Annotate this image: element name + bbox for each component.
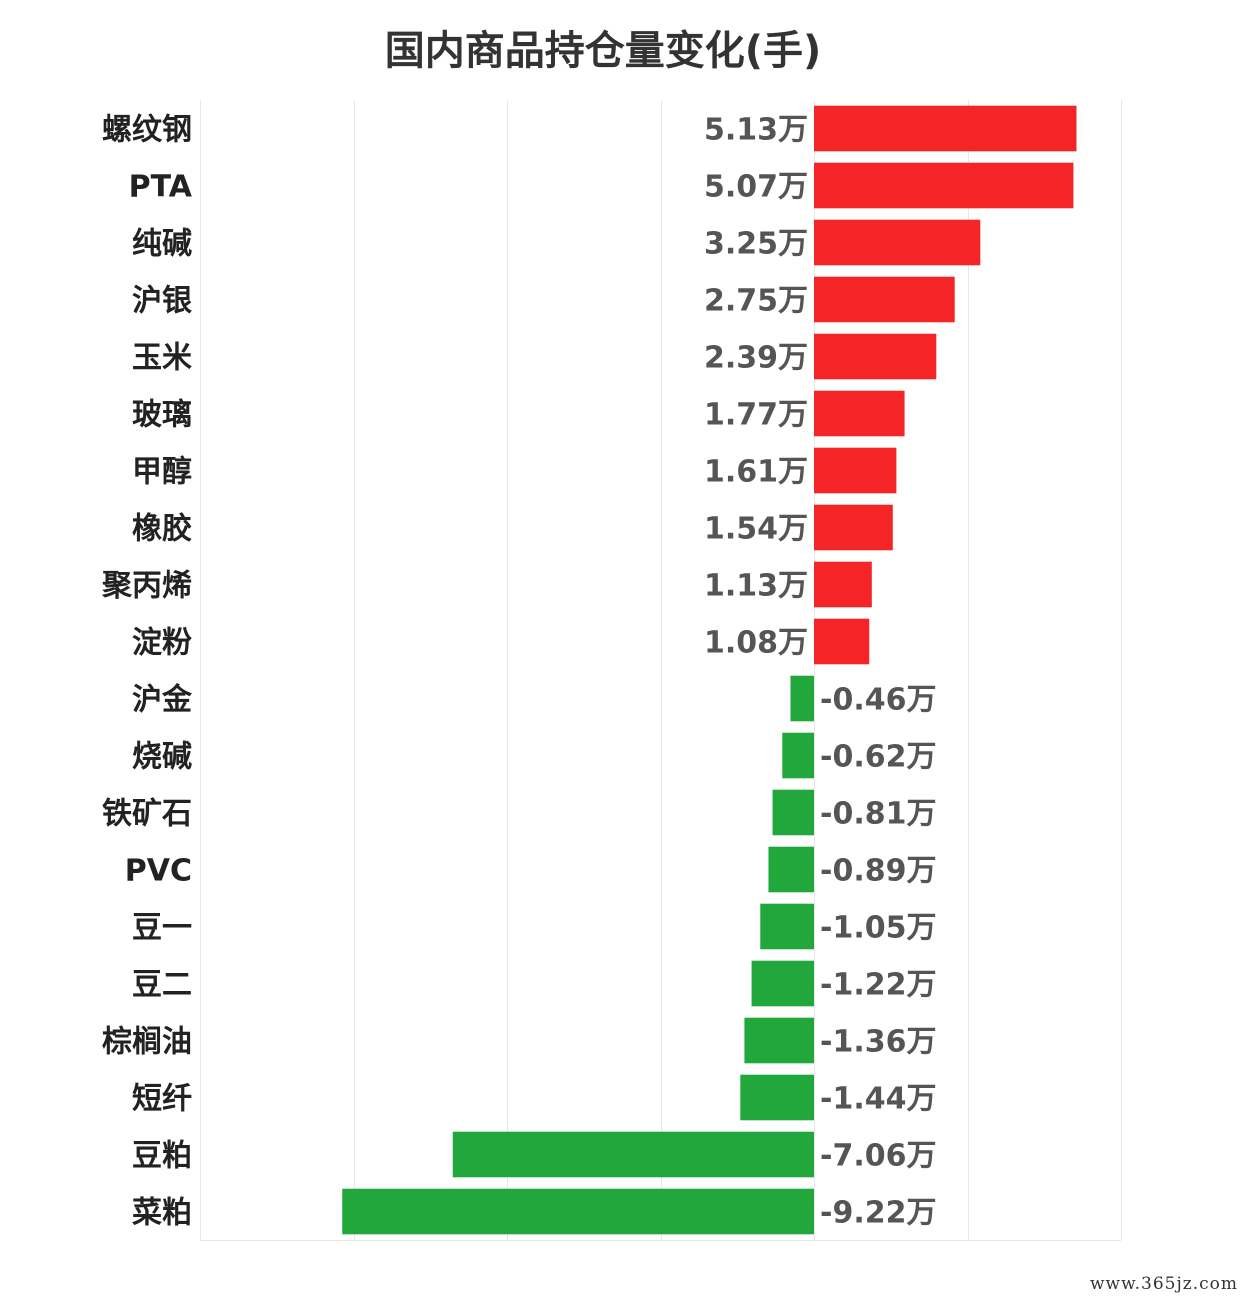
bar [790,675,814,722]
bar [760,903,814,950]
value-label: -9.22万 [820,1196,936,1231]
value-label: -0.46万 [820,683,936,718]
category-label: 铁矿石 [102,797,192,832]
value-label: 3.25万 [704,227,808,262]
category-label: 菜粕 [132,1196,192,1231]
value-label: 5.07万 [704,170,808,205]
bar [751,960,814,1007]
category-label: 甲醇 [132,455,192,490]
value-label: -1.44万 [820,1082,936,1117]
category-label: 短纤 [132,1082,192,1117]
bar [740,1074,814,1121]
category-label: 玉米 [132,341,192,376]
bar [814,219,981,266]
chart-title: 国内商品持仓量变化(手) [384,28,822,74]
bar [814,561,872,608]
value-label: -1.22万 [820,968,936,1003]
category-label: 沪银 [132,284,192,319]
value-label: 1.77万 [704,398,808,433]
value-label: 1.13万 [704,569,808,604]
value-label: -7.06万 [820,1139,936,1174]
bar [342,1188,814,1235]
bar [814,276,955,323]
value-label: 5.13万 [704,113,808,148]
category-label: 聚丙烯 [101,569,192,604]
bar [814,162,1074,209]
category-label: 豆二 [132,968,192,1003]
bar [782,732,814,779]
bar [814,618,870,665]
value-label: 1.08万 [704,626,808,661]
category-label: 玻璃 [132,398,192,433]
bar [814,390,905,437]
watermark: www.365jz.com [1090,1274,1238,1294]
bar [814,447,897,494]
value-label: -0.81万 [820,797,936,832]
category-label: 淀粉 [132,626,192,661]
value-label: -0.62万 [820,740,936,775]
category-label: PTA [129,170,193,205]
value-label: 1.54万 [704,512,808,547]
value-label: 2.39万 [704,341,808,376]
category-label: 螺纹钢 [102,113,192,148]
value-label: -1.05万 [820,911,936,946]
value-label: 2.75万 [704,284,808,319]
value-label: -0.89万 [820,854,936,889]
category-label: 豆一 [132,911,192,946]
value-label: -1.36万 [820,1025,936,1060]
category-label: 豆粕 [132,1139,192,1174]
bar [814,105,1077,152]
bar [452,1131,814,1178]
value-label: 1.61万 [704,455,808,490]
category-label: 沪金 [132,683,193,718]
bar [814,504,893,551]
bar [744,1017,814,1064]
category-label: 纯碱 [132,227,192,262]
category-label: PVC [125,854,192,889]
bar [814,333,937,380]
bar [772,789,814,836]
category-label: 烧碱 [132,740,192,775]
category-label: 橡胶 [132,512,192,547]
bar [768,846,814,893]
category-label: 棕榈油 [102,1025,192,1060]
